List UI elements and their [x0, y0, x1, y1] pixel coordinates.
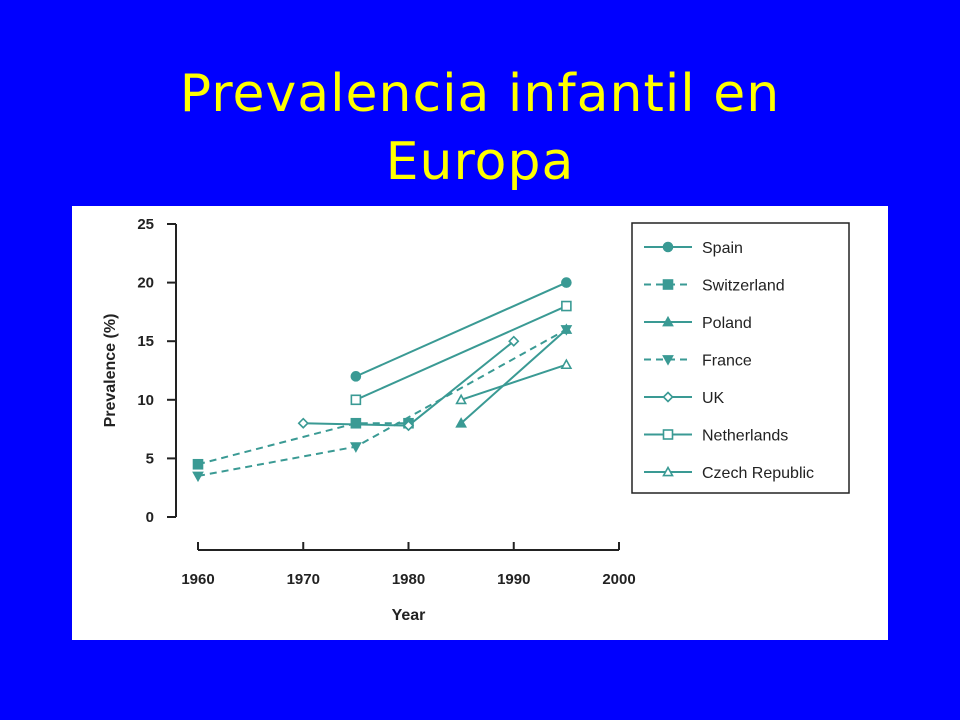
legend-label-spain: Spain: [702, 240, 743, 257]
legend-marker-netherlands: [662, 429, 674, 440]
series-line-france: [197, 328, 567, 477]
point-czech-republic-1995: [560, 358, 573, 370]
legend-label-poland: Poland: [702, 315, 752, 332]
x-tick-label-1980: 1980: [392, 571, 425, 588]
y-tick-label-5: 5: [146, 450, 154, 467]
chart-panel: 0 5 10 15 20 25 1960 1970 1980 1990 2000 Year Preval…: [72, 206, 888, 640]
legend-label-france: France: [702, 353, 752, 370]
point-netherlands-1995: [561, 300, 572, 312]
slide-title-line-1: Prevalencia infantil en: [179, 64, 781, 124]
y-tick-label-0: 0: [146, 509, 154, 526]
x-tick-label-1990: 1990: [497, 571, 530, 588]
point-france-1960: [192, 471, 204, 483]
legend-label-switzerland: Switzerland: [702, 278, 785, 295]
point-uk-1990: [508, 335, 520, 347]
point-spain-1975: [350, 371, 362, 382]
series-line-czech-republic: [460, 363, 567, 401]
legend-marker-czech-republic: [662, 465, 674, 477]
legend-label-uk: UK: [702, 390, 725, 407]
x-tick-label-1970: 1970: [287, 571, 320, 588]
point-czech-republic-1985: [455, 393, 467, 405]
point-switzerland-1960: [192, 458, 204, 470]
legend-marker-poland: [662, 315, 674, 327]
legend-label-czech-republic: Czech Republic: [702, 465, 814, 482]
y-tick-label-20: 20: [137, 275, 154, 292]
point-switzerland-1975: [350, 417, 362, 429]
legend-label-netherlands: Netherlands: [702, 428, 788, 445]
x-axis-label: Year: [392, 607, 426, 624]
series-line-switzerland: [197, 422, 409, 466]
point-france-1995: [560, 325, 573, 336]
slide-title-line-2: Europa: [385, 132, 575, 192]
legend-marker-uk: [662, 391, 674, 403]
x-tick-label-1960: 1960: [181, 571, 214, 588]
slide-title: Prevalencia infantil en Europa: [0, 60, 960, 196]
legend-marker-switzerland: [662, 279, 674, 290]
x-tick-label-2000: 2000: [602, 571, 635, 588]
point-spain-1995: [561, 277, 572, 288]
point-netherlands-1975: [350, 394, 362, 406]
series-line-spain: [355, 281, 567, 378]
point-poland-1985: [455, 417, 467, 428]
line-chart: 0 5 10 15 20 25 1960 1970 1980 1990 2000 Year Preval…: [102, 216, 850, 624]
legend-marker-spain: [662, 241, 674, 253]
y-tick-label-15: 15: [137, 333, 154, 350]
legend-marker-france: [662, 355, 674, 366]
point-uk-1970: [297, 417, 309, 429]
series-line-poland: [460, 328, 568, 424]
point-france-1975: [350, 442, 362, 453]
series-line-netherlands: [355, 305, 567, 401]
y-tick-label-10: 10: [137, 392, 154, 409]
y-tick-label-25: 25: [137, 216, 154, 233]
y-axis-label: Prevalence (%): [102, 314, 119, 428]
point-uk-1980: [402, 419, 415, 432]
